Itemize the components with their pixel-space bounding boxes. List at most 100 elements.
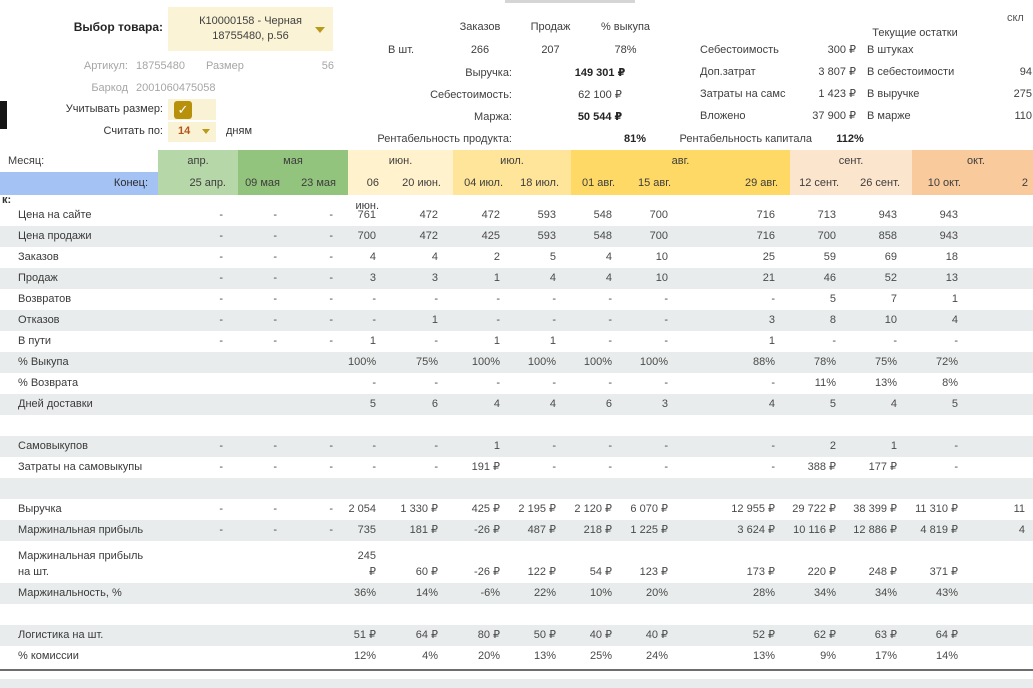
table-cell[interactable]: - [273,209,277,221]
table-cell[interactable]: - [329,272,333,284]
table-cell[interactable]: - [329,524,333,536]
table-cell[interactable]: - [329,251,333,263]
table-cell[interactable]: 69 [884,251,897,263]
table-cell[interactable]: 1 [493,335,500,347]
table-cell[interactable]: 43% [935,587,958,599]
table-cell[interactable] [158,625,238,646]
table-cell[interactable]: - [372,293,376,305]
table-cell[interactable]: - [273,230,277,242]
table-cell[interactable]: 4 [890,398,897,410]
table-cell[interactable]: - [372,440,376,452]
table-cell[interactable]: 36% [353,587,376,599]
table-cell[interactable]: 8 [829,314,836,326]
table-cell[interactable] [973,205,1033,226]
table-cell[interactable]: 40 ₽ [645,629,668,641]
table-cell[interactable]: 248 ₽ [868,566,897,578]
table-cell[interactable]: 858 [878,230,897,242]
table-cell[interactable]: 472 [419,230,438,242]
table-cell[interactable]: 59 [823,251,836,263]
row-label-cell[interactable]: Дней доставки [18,398,93,410]
table-cell[interactable]: 10% [589,587,612,599]
row-label-cell[interactable]: Маржинальность, % [18,587,122,599]
table-cell[interactable]: - [372,314,376,326]
table-cell[interactable]: - [552,293,556,305]
table-cell[interactable]: 388 ₽ [807,461,836,473]
table-cell[interactable]: 173 ₽ [746,566,775,578]
table-cell[interactable]: - [273,314,277,326]
table-cell[interactable]: 1 [951,293,958,305]
table-cell[interactable]: 4 [549,398,556,410]
table-cell[interactable]: - [496,314,500,326]
table-cell[interactable]: - [329,293,333,305]
table-cell[interactable]: - [954,461,958,473]
table-cell[interactable]: 3 624 ₽ [737,524,775,536]
table-cell[interactable]: -26 ₽ [474,566,500,578]
table-cell[interactable]: 220 ₽ [807,566,836,578]
table-cell[interactable] [973,352,1033,373]
table-cell[interactable]: 20% [645,587,668,599]
table-cell[interactable]: 17% [874,650,897,662]
table-cell[interactable]: - [273,335,277,347]
table-cell[interactable]: 4 [1018,524,1025,536]
table-cell[interactable]: 10 116 ₽ [793,524,836,536]
table-cell[interactable]: 1 [493,440,500,452]
table-cell[interactable]: 716 [756,230,775,242]
table-cell[interactable]: 2 [493,251,500,263]
table-cell[interactable]: 943 [939,230,958,242]
row-label-cell[interactable]: Возвратов [18,293,72,305]
table-cell[interactable]: 181 ₽ [409,524,438,536]
table-cell[interactable]: 4 [493,398,500,410]
table-cell[interactable]: - [219,293,223,305]
table-cell[interactable]: 5 [369,398,376,410]
table-cell[interactable]: - [664,377,668,389]
table-cell[interactable]: 4 [951,314,958,326]
table-cell[interactable]: 1 330 ₽ [400,503,438,515]
table-cell[interactable]: 10 [884,314,897,326]
table-cell[interactable]: 2 195 ₽ [518,503,556,515]
table-cell[interactable]: 7 [890,293,897,305]
table-cell[interactable]: 6 [431,398,438,410]
table-cell[interactable] [973,268,1033,289]
table-cell[interactable]: 13% [874,377,897,389]
table-cell[interactable]: 593 [537,209,556,221]
table-cell[interactable]: 472 [419,209,438,221]
table-cell[interactable]: 10 [655,272,668,284]
table-cell[interactable]: 11% [814,377,836,389]
date-header-cell[interactable]: 12 сент. [790,172,851,195]
table-cell[interactable]: 700 [357,230,376,242]
table-cell[interactable]: 14% [935,650,958,662]
table-cell[interactable] [238,373,292,394]
table-cell[interactable]: 75% [415,356,438,368]
table-cell[interactable]: - [832,335,836,347]
table-cell[interactable]: - [372,377,376,389]
table-cell[interactable]: 18 [945,251,958,263]
table-cell[interactable]: 425 [481,230,500,242]
table-cell[interactable]: 64 ₽ [415,629,438,641]
table-cell[interactable]: 548 [593,209,612,221]
table-cell[interactable]: 3 [431,272,438,284]
table-cell[interactable]: - [273,272,277,284]
table-cell[interactable]: - [219,272,223,284]
table-cell[interactable] [292,646,348,667]
consider-size-checkbox[interactable]: ✓ [174,101,192,119]
table-cell[interactable]: 13 [945,272,958,284]
table-cell[interactable] [292,583,348,604]
table-cell[interactable]: - [664,314,668,326]
product-select-dropdown[interactable]: К10000158 - Черная 18755480, р.56 [168,7,333,51]
table-cell[interactable]: 2 120 ₽ [574,503,612,515]
table-cell[interactable]: 761 [357,209,376,221]
table-cell[interactable]: - [496,377,500,389]
table-cell[interactable]: 487 ₽ [527,524,556,536]
table-cell[interactable]: 4 [549,272,556,284]
table-cell[interactable]: 62 ₽ [813,629,836,641]
date-header-cell[interactable]: 09 мая [238,172,292,195]
table-cell[interactable]: 4 [768,398,775,410]
table-cell[interactable] [973,226,1033,247]
table-cell[interactable]: - [771,461,775,473]
table-cell[interactable] [238,583,292,604]
table-cell[interactable]: 38 399 ₽ [853,503,897,515]
table-cell[interactable]: 1 [890,440,897,452]
table-cell[interactable]: - [219,335,223,347]
table-cell[interactable]: 6 070 ₽ [630,503,668,515]
table-cell[interactable]: - [372,461,376,473]
